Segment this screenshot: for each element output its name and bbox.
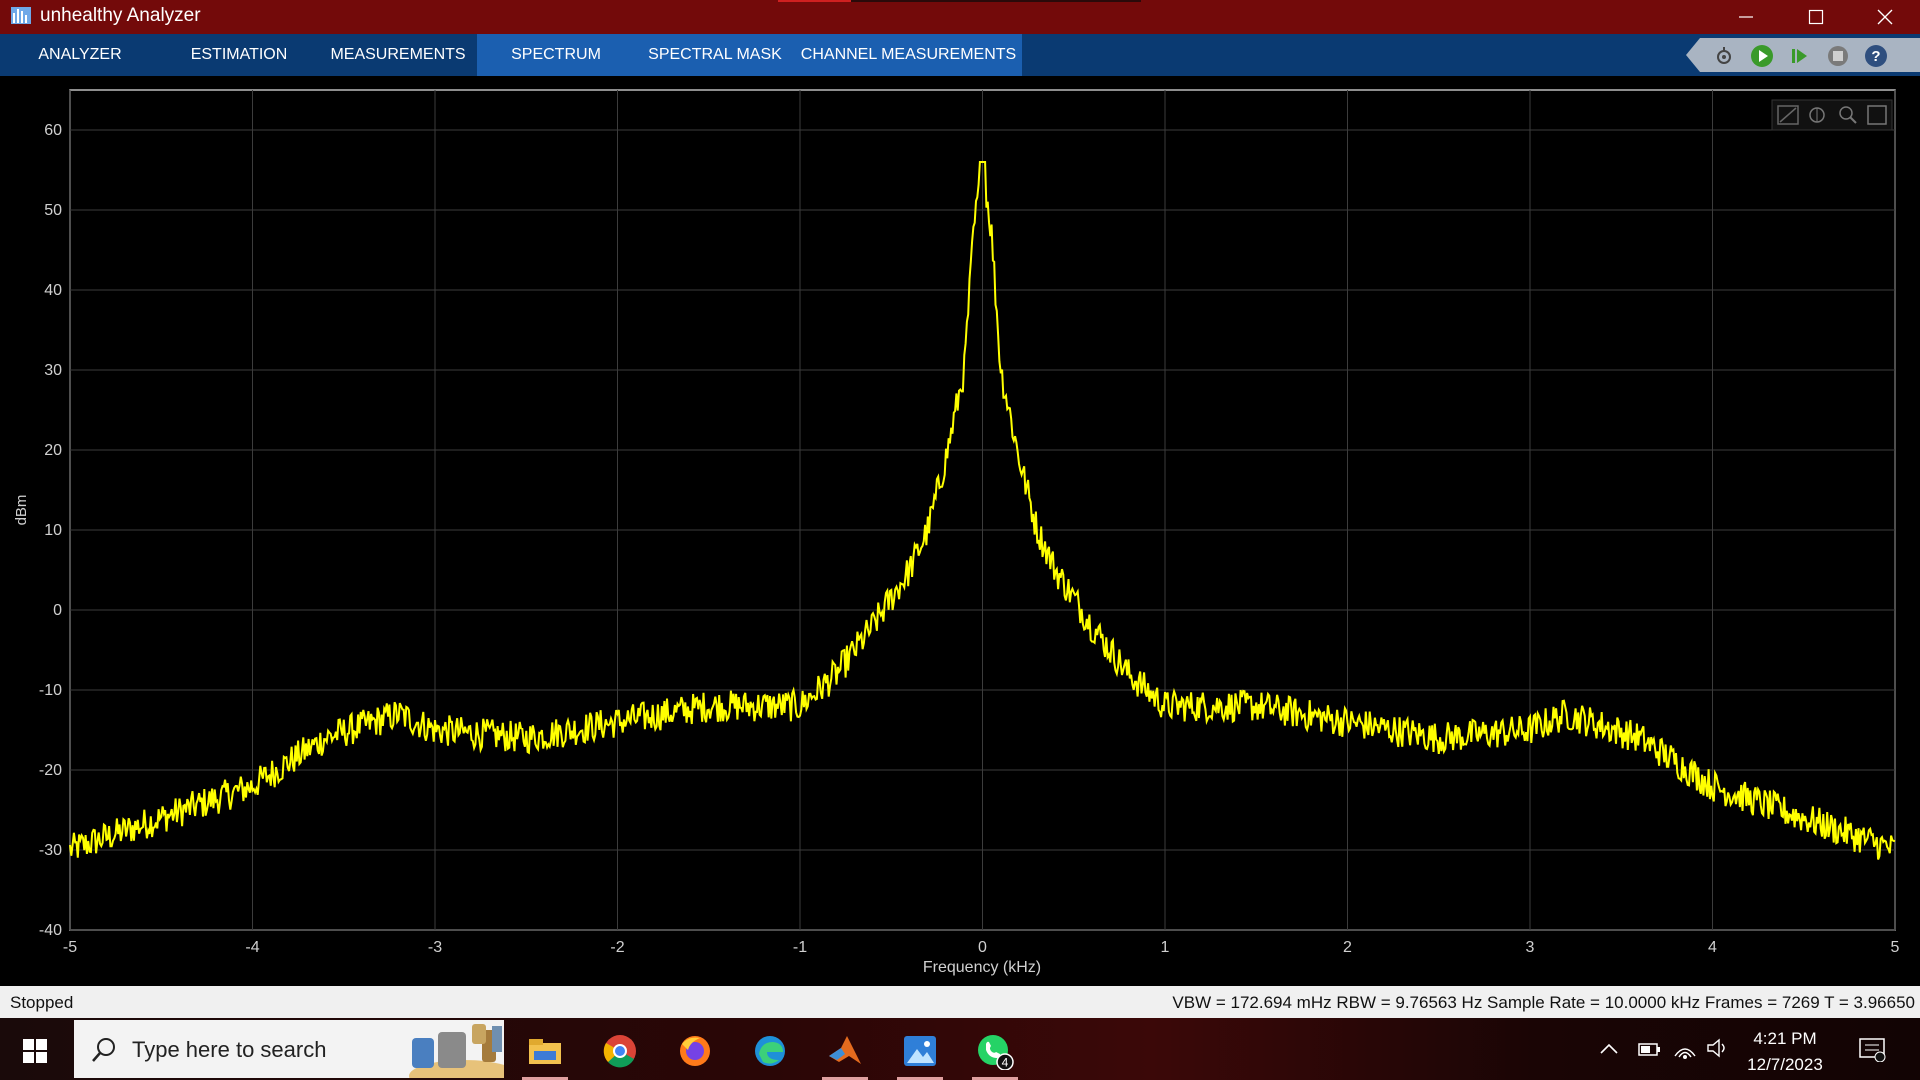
y-tick-label: 50	[44, 202, 62, 219]
tab-analyzer[interactable]: ANALYZER	[38, 46, 122, 63]
clock-time: 4:21 PM	[1753, 1029, 1817, 1048]
x-tick-label: 0	[978, 939, 987, 956]
clock-date: 12/7/2023	[1747, 1055, 1823, 1074]
step-forward-button[interactable]	[1787, 43, 1813, 69]
y-tick-label: 60	[44, 122, 62, 139]
y-tick-label: 30	[44, 362, 62, 379]
title-dark-line	[851, 0, 1141, 2]
stop-button[interactable]	[1825, 43, 1851, 69]
maximize-icon	[1808, 9, 1824, 25]
close-icon	[1877, 9, 1893, 25]
taskbar-file-explorer[interactable]	[514, 1026, 576, 1080]
active-indicator	[522, 1077, 568, 1080]
x-tick-label: 1	[1161, 939, 1170, 956]
x-tick-label: 4	[1708, 939, 1717, 956]
notifications-icon[interactable]	[1858, 1036, 1886, 1062]
taskbar-whatsapp[interactable]: 4	[964, 1026, 1026, 1080]
active-indicator	[897, 1077, 943, 1080]
x-tick-label: 2	[1343, 939, 1352, 956]
settings-icon	[1717, 47, 1731, 64]
spectrum-plot-area[interactable]: -5 -4 -3 -2 -1 0 1 2 3 4 5 -40 -30 -20 -10 0 10 20 30 40 50 6…	[0, 76, 1920, 986]
status-bar: Stopped VBW = 172.694 mHz RBW = 9.76563 …	[0, 986, 1920, 1018]
y-tick-label: -30	[39, 842, 62, 859]
toolstrip: ANALYZER ESTIMATION MEASUREMENTS SPECTRU…	[0, 34, 1920, 76]
wifi-icon[interactable]	[1672, 1036, 1698, 1060]
x-tick-label: -3	[428, 939, 442, 956]
firefox-icon	[680, 1036, 710, 1066]
photos-icon	[904, 1036, 936, 1066]
y-tick-label: 0	[53, 602, 62, 619]
taskbar: Type here to search 4 4:21 PM	[0, 1018, 1920, 1080]
title-accent-line	[778, 0, 851, 2]
tab-spectral-mask[interactable]: SPECTRAL MASK	[635, 34, 795, 76]
file-explorer-icon	[529, 1039, 561, 1064]
search-box[interactable]: Type here to search	[74, 1020, 504, 1078]
tab-spectrum[interactable]: SPECTRUM	[477, 34, 635, 76]
plot-toolbar	[1771, 99, 1893, 131]
axis-ticks: -5 -4 -3 -2 -1 0 1 2 3 4 5-40-30-20-10010203040506…	[39, 122, 1900, 956]
pan-icon[interactable]	[1809, 107, 1825, 123]
y-tick-label: 40	[44, 282, 62, 299]
stop-icon	[1828, 46, 1848, 66]
spectrum-trace	[69, 161, 1896, 860]
x-tick-label: -4	[245, 939, 259, 956]
app-icon	[11, 7, 31, 24]
x-tick-label: 3	[1526, 939, 1535, 956]
start-button[interactable]	[4, 1026, 66, 1076]
tab-channel-measurements[interactable]: CHANNEL MEASUREMENTS	[795, 34, 1022, 76]
close-button[interactable]	[1850, 0, 1920, 34]
minimize-icon	[1739, 16, 1753, 18]
system-tray-chevron-icon[interactable]	[1598, 1038, 1620, 1060]
taskbar-edge[interactable]	[739, 1026, 801, 1076]
run-button[interactable]	[1749, 43, 1775, 69]
active-indicator	[972, 1077, 1018, 1080]
y-tick-label: -20	[39, 762, 62, 779]
matlab-icon	[829, 1036, 861, 1064]
edge-icon	[755, 1036, 785, 1066]
search-highlight-illustration	[409, 1024, 504, 1078]
whatsapp-badge: 4	[1002, 1056, 1009, 1070]
search-icon	[92, 1038, 115, 1062]
search-placeholder: Type here to search	[132, 1037, 327, 1062]
title-bar: unhealthy Analyzer	[0, 0, 1920, 34]
status-text: Stopped	[10, 993, 74, 1012]
zoom-axes-icon[interactable]	[1777, 105, 1799, 125]
whatsapp-icon: 4	[978, 1035, 1014, 1070]
window-title: unhealthy Analyzer	[40, 5, 201, 26]
spectrum-plot[interactable]: -5 -4 -3 -2 -1 0 1 2 3 4 5-40-30-20-10010203040506…	[0, 76, 1920, 986]
measurement-readout: VBW = 172.694 mHz RBW = 9.76563 Hz Sampl…	[1172, 993, 1915, 1012]
zoom-in-icon[interactable]	[1839, 106, 1857, 124]
y-tick-label: 10	[44, 522, 62, 539]
settings-button[interactable]	[1711, 43, 1737, 69]
active-indicator	[822, 1077, 868, 1080]
x-tick-label: -2	[610, 939, 624, 956]
volume-icon[interactable]	[1705, 1036, 1731, 1060]
help-button[interactable]: ?	[1863, 43, 1889, 69]
svg-text:?: ?	[1871, 48, 1880, 65]
taskbar-clock[interactable]: 4:21 PM 12/7/2023	[1740, 1026, 1830, 1078]
help-icon: ?	[1865, 45, 1887, 67]
y-tick-label: -40	[39, 922, 62, 939]
chrome-icon	[603, 1035, 636, 1068]
full-view-icon[interactable]	[1867, 105, 1887, 125]
tab-estimation[interactable]: ESTIMATION	[190, 46, 288, 63]
x-tick-label: -5	[63, 939, 77, 956]
battery-icon[interactable]	[1636, 1038, 1662, 1060]
tab-measurements[interactable]: MEASUREMENTS	[330, 46, 466, 63]
y-tick-label: -10	[39, 682, 62, 699]
taskbar-matlab[interactable]	[814, 1026, 876, 1080]
step-forward-icon	[1792, 49, 1807, 63]
taskbar-firefox[interactable]	[664, 1026, 726, 1076]
taskbar-chrome[interactable]	[589, 1026, 651, 1076]
run-icon	[1751, 45, 1773, 67]
y-axis-label: dBm	[13, 495, 30, 526]
x-tick-label: -1	[793, 939, 807, 956]
taskbar-photos[interactable]	[889, 1026, 951, 1080]
maximize-button[interactable]	[1781, 0, 1851, 34]
minimize-button[interactable]	[1711, 0, 1781, 34]
y-tick-label: 20	[44, 442, 62, 459]
x-axis-label: Frequency (kHz)	[923, 959, 1041, 976]
x-tick-label: 5	[1891, 939, 1900, 956]
windows-start-icon	[23, 1039, 47, 1063]
